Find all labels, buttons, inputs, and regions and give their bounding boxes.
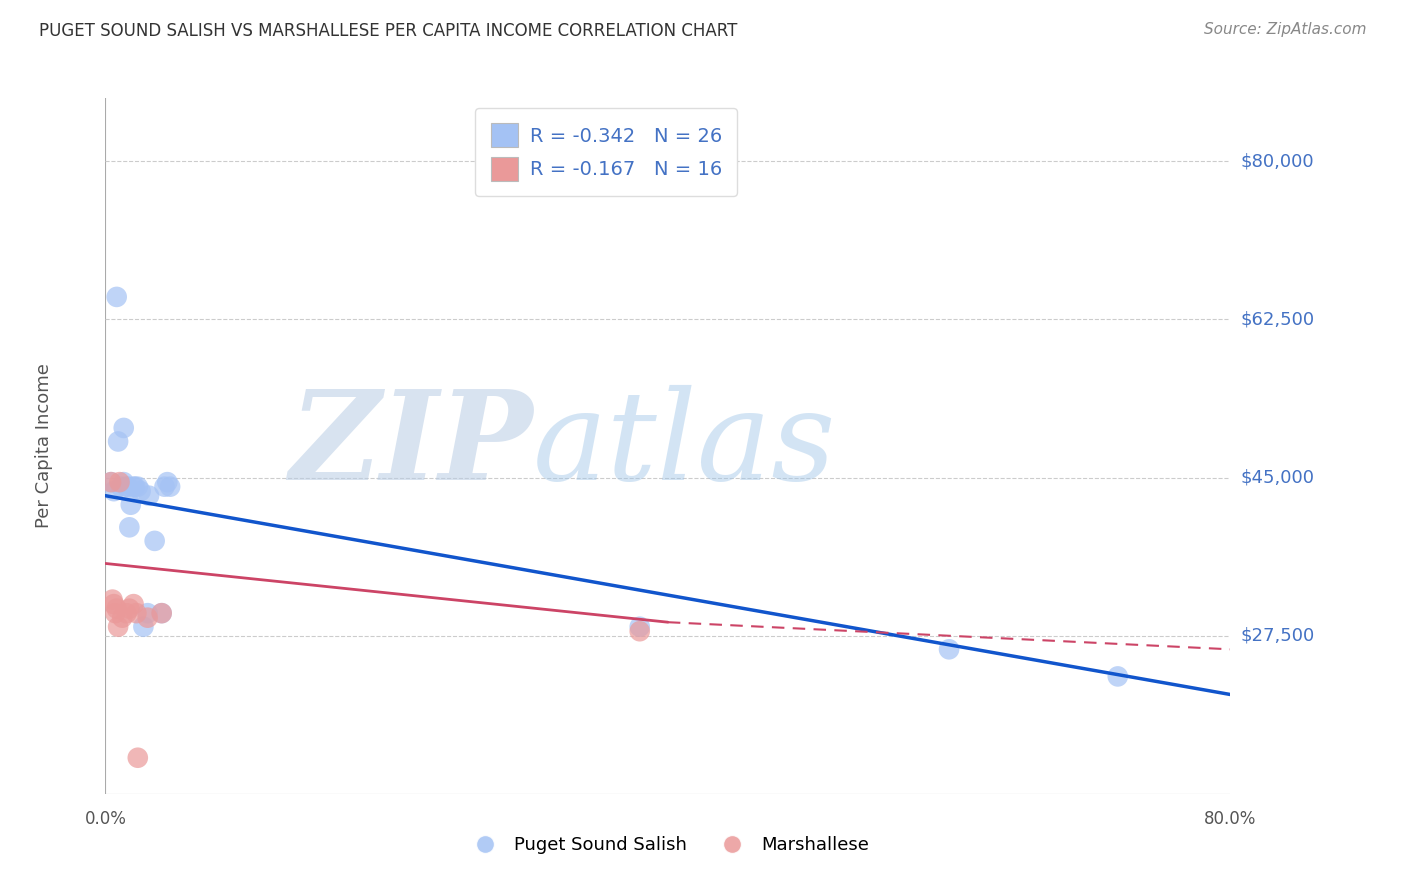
Text: $62,500: $62,500 — [1240, 310, 1315, 328]
Point — [125, 606, 148, 620]
Point — [132, 620, 155, 634]
Point — [112, 421, 135, 435]
Point — [143, 533, 166, 548]
Point — [105, 290, 128, 304]
Point — [129, 484, 152, 499]
Text: PUGET SOUND SALISH VS MARSHALLESE PER CAPITA INCOME CORRELATION CHART: PUGET SOUND SALISH VS MARSHALLESE PER CA… — [39, 22, 738, 40]
Point — [153, 480, 176, 494]
Text: $80,000: $80,000 — [1240, 153, 1313, 170]
Point — [118, 520, 141, 534]
Point — [104, 606, 127, 620]
Point — [628, 620, 651, 634]
Text: $27,500: $27,500 — [1240, 627, 1315, 645]
Point — [101, 592, 124, 607]
Point — [103, 484, 125, 499]
Point — [108, 475, 131, 490]
Point — [110, 480, 132, 494]
Point — [107, 620, 129, 634]
Text: Per Capita Income: Per Capita Income — [35, 364, 52, 528]
Point — [127, 750, 149, 764]
Text: $45,000: $45,000 — [1240, 468, 1315, 487]
Point — [156, 475, 179, 490]
Point — [103, 597, 125, 611]
Text: 80.0%: 80.0% — [1204, 810, 1257, 828]
Point — [136, 606, 159, 620]
Point — [118, 601, 141, 615]
Point — [1107, 669, 1129, 683]
Point — [938, 642, 960, 657]
Point — [111, 610, 134, 624]
Legend: Puget Sound Salish, Marshallese: Puget Sound Salish, Marshallese — [460, 829, 876, 862]
Point — [112, 475, 135, 490]
Point — [127, 480, 149, 494]
Point — [115, 480, 138, 494]
Point — [105, 601, 128, 615]
Point — [124, 480, 146, 494]
Text: atlas: atlas — [533, 385, 837, 507]
Point — [115, 606, 138, 620]
Point — [159, 480, 181, 494]
Text: ZIP: ZIP — [290, 385, 533, 507]
Point — [100, 475, 122, 490]
Point — [628, 624, 651, 639]
Point — [122, 597, 145, 611]
Point — [136, 610, 159, 624]
Point — [150, 606, 173, 620]
Point — [107, 434, 129, 449]
Point — [150, 606, 173, 620]
Point — [138, 489, 160, 503]
Text: Source: ZipAtlas.com: Source: ZipAtlas.com — [1204, 22, 1367, 37]
Point — [122, 480, 145, 494]
Text: 0.0%: 0.0% — [84, 810, 127, 828]
Point — [100, 475, 122, 490]
Point — [117, 480, 139, 494]
Point — [120, 498, 142, 512]
